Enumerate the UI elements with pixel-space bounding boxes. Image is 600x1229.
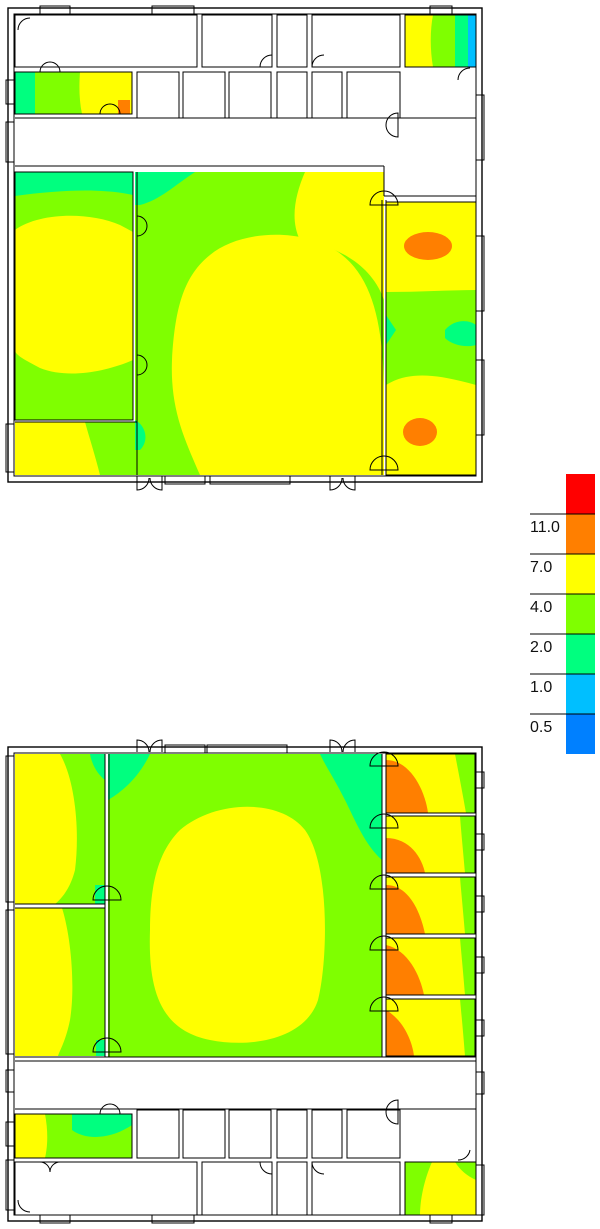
legend-label-1: 1.0	[530, 679, 552, 696]
legend-label-7: 7.0	[530, 559, 552, 576]
doors-top	[17, 17, 471, 491]
legend-band-green	[566, 594, 595, 634]
zone-central-room-top	[135, 172, 384, 475]
zone-corner-room-top	[405, 15, 476, 67]
legend-label-0-5: 0.5	[530, 719, 552, 736]
floor-plan-top	[5, 5, 485, 491]
zone-left-lower-bottom	[15, 908, 105, 1056]
legend-label-2: 2.0	[530, 639, 552, 656]
windows-top	[5, 5, 485, 485]
legend-band-teal	[566, 634, 595, 674]
legend-label-4: 4.0	[530, 599, 552, 616]
heatmap-bottom	[15, 754, 476, 1215]
zone-lower-left-room-top	[15, 422, 135, 475]
heatmap-top	[15, 15, 476, 475]
legend-band-blue	[566, 714, 595, 754]
legend-band-yellow	[566, 554, 595, 594]
floor-plan-bottom	[5, 739, 485, 1224]
zone-left-upper-bottom	[15, 754, 105, 904]
legend: 11.0 7.0 4.0 2.0 1.0 0.5	[530, 474, 595, 754]
zone-corner-room-bottom	[405, 1162, 476, 1215]
zone-small-room-bottom	[15, 1114, 132, 1158]
walls-bottom	[7, 746, 483, 1222]
doors-bottom	[17, 739, 471, 1213]
legend-label-11: 11.0	[530, 519, 560, 536]
zone-central-room-bottom	[108, 754, 382, 1057]
legend-band-orange	[566, 514, 595, 554]
zone-left-room-top	[15, 172, 133, 420]
legend-band-cyan	[566, 674, 595, 714]
legend-band-red	[566, 474, 595, 514]
zone-small-room-top	[15, 72, 132, 114]
zone-right-rooms-bottom	[386, 754, 475, 1056]
windows-bottom	[5, 744, 485, 1224]
zone-right-room-top	[386, 202, 476, 475]
